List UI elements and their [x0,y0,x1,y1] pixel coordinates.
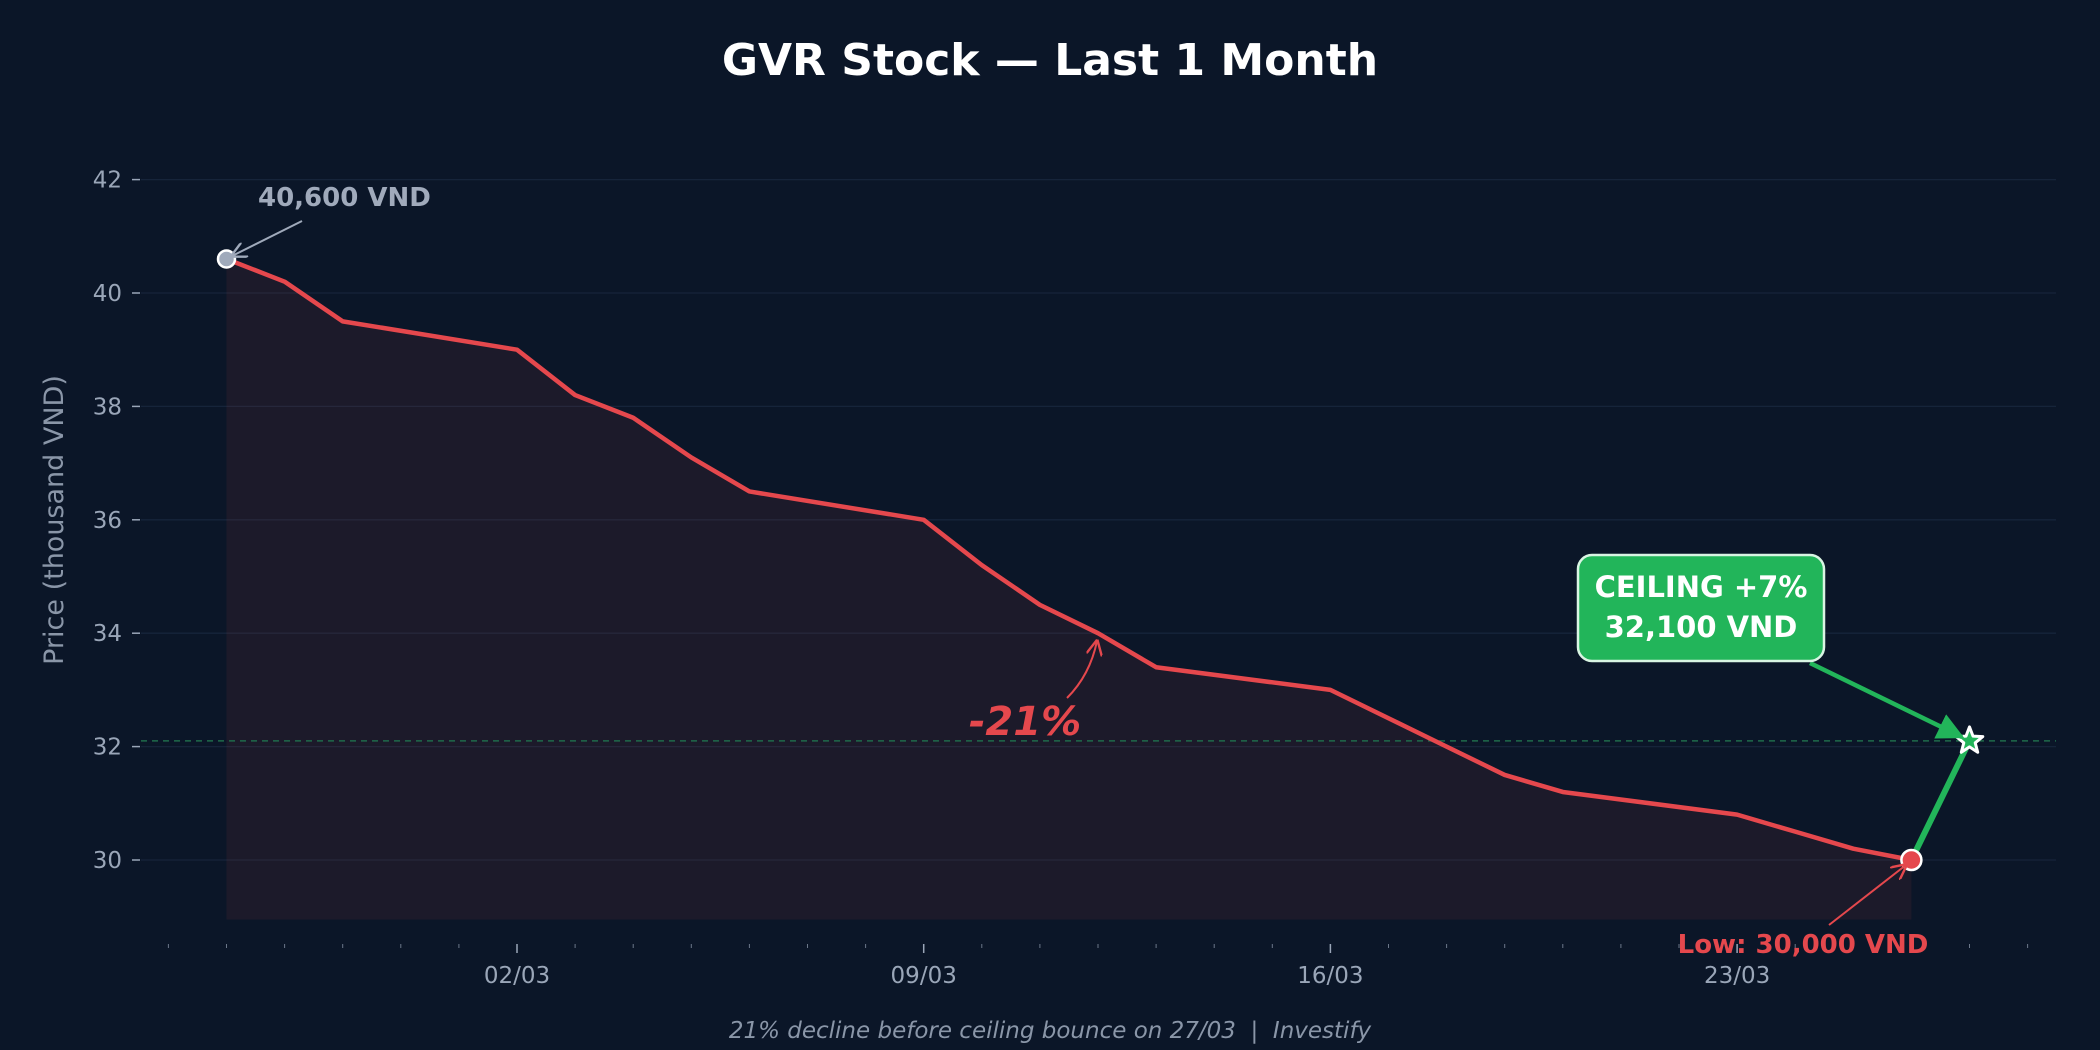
bounce-series-line [1908,737,1973,863]
y-tick-label: 36 [93,508,122,534]
drop-arrow [1066,641,1097,699]
ceiling-label: CEILING +7% [1595,570,1808,604]
x-tick-label: 23/03 [1704,963,1770,989]
y-axis-label: Price (thousand VND) [39,375,70,665]
y-tick-label: 32 [93,735,122,761]
y-tick-label: 30 [93,848,122,874]
y-tick-label: 42 [93,168,122,194]
ceiling-badge: CEILING +7% 32,100 VND [1576,553,1826,663]
y-tick-label: 40 [93,281,122,307]
drop-percent-label: -21% [969,699,1081,745]
low-arrow [1828,865,1906,926]
decline-area-fill [226,258,1912,920]
y-tick-label: 38 [93,394,122,420]
start-marker [216,249,237,269]
x-axis: 02/03 09/03 16/03 23/03 [167,944,2029,989]
low-price-label: Low: 30,000 VND [1678,930,1929,960]
start-price-label: 40,600 VND [258,183,431,213]
chart-title: GVR Stock — Last 1 Month [722,35,1378,86]
ceiling-arrow [1809,660,1965,740]
y-axis: 30 32 34 36 38 40 42 [93,168,140,874]
annotations: 40,600 VND -21% CEILING +7% 32,100 VND L… [232,183,1965,960]
ceiling-price: 32,100 VND [1605,610,1798,644]
ceiling-star-icon [1954,725,1985,754]
x-tick-label: 09/03 [891,963,957,989]
chart-footer: 21% decline before ceiling bounce on 27/… [729,1018,1372,1044]
y-tick-label: 34 [93,621,122,647]
x-tick-label: 02/03 [484,963,550,989]
x-tick-label: 16/03 [1297,963,1363,989]
plot-area [141,249,2056,920]
start-arrow [232,220,303,256]
decline-series-line [225,256,1912,863]
